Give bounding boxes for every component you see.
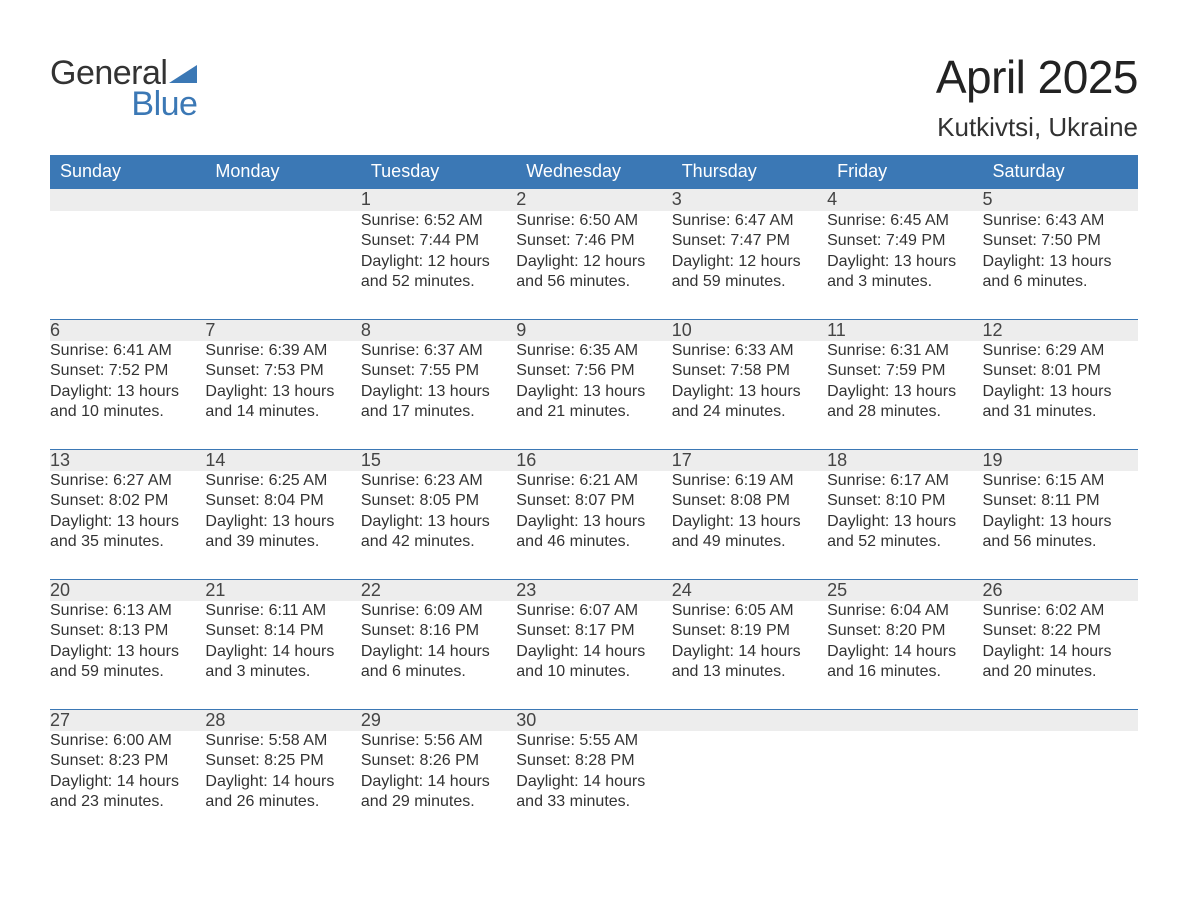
day-number: 22 — [361, 579, 516, 601]
day-cell — [672, 731, 827, 839]
day-cell: Sunrise: 6:41 AMSunset: 7:52 PMDaylight:… — [50, 341, 205, 449]
day-cell: Sunrise: 5:56 AMSunset: 8:26 PMDaylight:… — [361, 731, 516, 839]
weekday-header: Monday — [205, 155, 360, 189]
month-title: April 2025 — [936, 50, 1138, 104]
day-number — [672, 709, 827, 731]
day-cell: Sunrise: 6:13 AMSunset: 8:13 PMDaylight:… — [50, 601, 205, 709]
weekday-header-row: Sunday Monday Tuesday Wednesday Thursday… — [50, 155, 1138, 189]
day-number: 15 — [361, 449, 516, 471]
day-number: 21 — [205, 579, 360, 601]
week-daynum-row: 20 21 22 23 24 25 26 — [50, 579, 1138, 601]
day-cell: Sunrise: 6:39 AMSunset: 7:53 PMDaylight:… — [205, 341, 360, 449]
day-cell: Sunrise: 5:55 AMSunset: 8:28 PMDaylight:… — [516, 731, 671, 839]
logo-word-1: General — [50, 58, 167, 89]
week-content-row: Sunrise: 6:27 AMSunset: 8:02 PMDaylight:… — [50, 471, 1138, 579]
day-number — [205, 189, 360, 211]
day-number: 12 — [983, 319, 1138, 341]
day-cell: Sunrise: 6:19 AMSunset: 8:08 PMDaylight:… — [672, 471, 827, 579]
calendar-document: General Blue April 2025 Kutkivtsi, Ukrai… — [0, 0, 1188, 859]
week-daynum-row: 1 2 3 4 5 — [50, 189, 1138, 211]
day-cell — [50, 211, 205, 319]
day-number: 11 — [827, 319, 982, 341]
weekday-header: Sunday — [50, 155, 205, 189]
day-number — [50, 189, 205, 211]
day-number: 18 — [827, 449, 982, 471]
day-number: 8 — [361, 319, 516, 341]
week-daynum-row: 27 28 29 30 — [50, 709, 1138, 731]
title-block: April 2025 Kutkivtsi, Ukraine — [936, 50, 1138, 143]
day-cell: Sunrise: 6:04 AMSunset: 8:20 PMDaylight:… — [827, 601, 982, 709]
day-number: 6 — [50, 319, 205, 341]
day-number: 14 — [205, 449, 360, 471]
day-cell: Sunrise: 6:00 AMSunset: 8:23 PMDaylight:… — [50, 731, 205, 839]
week-content-row: Sunrise: 6:41 AMSunset: 7:52 PMDaylight:… — [50, 341, 1138, 449]
day-cell: Sunrise: 6:05 AMSunset: 8:19 PMDaylight:… — [672, 601, 827, 709]
week-content-row: Sunrise: 6:00 AMSunset: 8:23 PMDaylight:… — [50, 731, 1138, 839]
day-cell: Sunrise: 6:25 AMSunset: 8:04 PMDaylight:… — [205, 471, 360, 579]
day-number: 9 — [516, 319, 671, 341]
day-number: 3 — [672, 189, 827, 211]
day-cell: Sunrise: 6:43 AMSunset: 7:50 PMDaylight:… — [983, 211, 1138, 319]
day-number: 19 — [983, 449, 1138, 471]
day-number — [983, 709, 1138, 731]
calendar-table: Sunday Monday Tuesday Wednesday Thursday… — [50, 155, 1138, 839]
day-cell: Sunrise: 6:33 AMSunset: 7:58 PMDaylight:… — [672, 341, 827, 449]
day-cell: Sunrise: 6:50 AMSunset: 7:46 PMDaylight:… — [516, 211, 671, 319]
day-cell: Sunrise: 6:15 AMSunset: 8:11 PMDaylight:… — [983, 471, 1138, 579]
day-cell: Sunrise: 6:23 AMSunset: 8:05 PMDaylight:… — [361, 471, 516, 579]
day-cell: Sunrise: 6:11 AMSunset: 8:14 PMDaylight:… — [205, 601, 360, 709]
logo-flag-icon — [169, 65, 197, 83]
week-daynum-row: 6 7 8 9 10 11 12 — [50, 319, 1138, 341]
day-number: 4 — [827, 189, 982, 211]
day-cell: Sunrise: 6:52 AMSunset: 7:44 PMDaylight:… — [361, 211, 516, 319]
day-number: 23 — [516, 579, 671, 601]
header: General Blue April 2025 Kutkivtsi, Ukrai… — [50, 50, 1138, 143]
day-cell: Sunrise: 6:35 AMSunset: 7:56 PMDaylight:… — [516, 341, 671, 449]
day-cell: Sunrise: 5:58 AMSunset: 8:25 PMDaylight:… — [205, 731, 360, 839]
weekday-header: Thursday — [672, 155, 827, 189]
day-number: 16 — [516, 449, 671, 471]
day-cell: Sunrise: 6:17 AMSunset: 8:10 PMDaylight:… — [827, 471, 982, 579]
day-number: 28 — [205, 709, 360, 731]
day-number: 5 — [983, 189, 1138, 211]
logo-word-2: Blue — [131, 89, 197, 120]
logo: General Blue — [50, 50, 197, 119]
week-daynum-row: 13 14 15 16 17 18 19 — [50, 449, 1138, 471]
day-cell: Sunrise: 6:21 AMSunset: 8:07 PMDaylight:… — [516, 471, 671, 579]
day-number: 13 — [50, 449, 205, 471]
day-number: 30 — [516, 709, 671, 731]
day-number: 17 — [672, 449, 827, 471]
day-cell: Sunrise: 6:47 AMSunset: 7:47 PMDaylight:… — [672, 211, 827, 319]
week-content-row: Sunrise: 6:13 AMSunset: 8:13 PMDaylight:… — [50, 601, 1138, 709]
day-number: 7 — [205, 319, 360, 341]
location-title: Kutkivtsi, Ukraine — [936, 112, 1138, 143]
day-number: 26 — [983, 579, 1138, 601]
day-number: 29 — [361, 709, 516, 731]
day-number: 20 — [50, 579, 205, 601]
day-number: 2 — [516, 189, 671, 211]
day-cell — [827, 731, 982, 839]
day-number: 10 — [672, 319, 827, 341]
day-cell: Sunrise: 6:29 AMSunset: 8:01 PMDaylight:… — [983, 341, 1138, 449]
day-cell — [205, 211, 360, 319]
weekday-header: Tuesday — [361, 155, 516, 189]
day-cell: Sunrise: 6:09 AMSunset: 8:16 PMDaylight:… — [361, 601, 516, 709]
day-cell: Sunrise: 6:07 AMSunset: 8:17 PMDaylight:… — [516, 601, 671, 709]
day-cell: Sunrise: 6:31 AMSunset: 7:59 PMDaylight:… — [827, 341, 982, 449]
calendar-body: 1 2 3 4 5 Sunrise: 6:52 AMSunset: 7:44 P… — [50, 189, 1138, 839]
day-number — [827, 709, 982, 731]
day-cell: Sunrise: 6:02 AMSunset: 8:22 PMDaylight:… — [983, 601, 1138, 709]
day-cell — [983, 731, 1138, 839]
day-cell: Sunrise: 6:27 AMSunset: 8:02 PMDaylight:… — [50, 471, 205, 579]
weekday-header: Friday — [827, 155, 982, 189]
day-number: 1 — [361, 189, 516, 211]
day-cell: Sunrise: 6:45 AMSunset: 7:49 PMDaylight:… — [827, 211, 982, 319]
day-number: 25 — [827, 579, 982, 601]
weekday-header: Saturday — [983, 155, 1138, 189]
week-content-row: Sunrise: 6:52 AMSunset: 7:44 PMDaylight:… — [50, 211, 1138, 319]
day-cell: Sunrise: 6:37 AMSunset: 7:55 PMDaylight:… — [361, 341, 516, 449]
weekday-header: Wednesday — [516, 155, 671, 189]
day-number: 27 — [50, 709, 205, 731]
day-number: 24 — [672, 579, 827, 601]
